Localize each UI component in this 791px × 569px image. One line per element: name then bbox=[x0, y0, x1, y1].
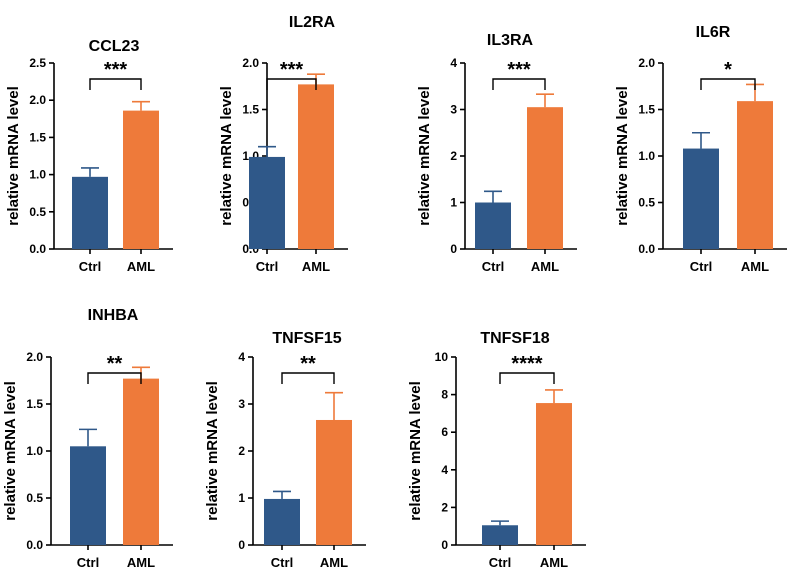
x-tick-label: Ctrl bbox=[690, 259, 712, 274]
bar-ctrl bbox=[475, 202, 511, 249]
y-tick-label: 2.0 bbox=[26, 350, 43, 364]
y-tick-label: 3 bbox=[450, 103, 457, 117]
x-tick-label: AML bbox=[531, 259, 559, 274]
significance-bracket bbox=[499, 372, 555, 384]
y-tick-label: 0.5 bbox=[638, 196, 655, 210]
x-tick-label: AML bbox=[320, 555, 348, 569]
x-tick-label: Ctrl bbox=[256, 259, 278, 274]
y-tick-label: 1.5 bbox=[29, 130, 46, 144]
x-tick-label: AML bbox=[127, 555, 155, 569]
y-tick-label: 1.0 bbox=[26, 444, 43, 458]
chart-title: IL6R bbox=[696, 24, 731, 41]
bar-aml bbox=[527, 107, 563, 249]
x-tick-label: AML bbox=[540, 555, 568, 569]
chart-inhba: INHBA relative mRNA level 0.0 0.5 1.0 1.5 2.0 C… bbox=[2, 307, 173, 569]
y-tick-label: 1.5 bbox=[26, 397, 43, 411]
x-tick-label: Ctrl bbox=[77, 555, 99, 569]
y-tick-label: 6 bbox=[441, 425, 448, 439]
x-tick-label: Ctrl bbox=[271, 555, 293, 569]
y-tick-label: 10 bbox=[435, 350, 449, 364]
bar-aml bbox=[316, 419, 352, 545]
y-tick-label: 0.0 bbox=[638, 242, 655, 256]
significance-label: *** bbox=[280, 59, 304, 81]
y-axis-label: relative mRNA level bbox=[407, 381, 424, 521]
y-axis-label: relative mRNA level bbox=[614, 86, 631, 226]
y-tick-label: 2 bbox=[450, 149, 457, 163]
y-axis-label: relative mRNA level bbox=[5, 86, 22, 226]
bar-ctrl bbox=[264, 498, 300, 545]
y-tick-label: 0 bbox=[238, 538, 245, 552]
y-tick-label: 0 bbox=[450, 242, 457, 256]
x-tick-label: Ctrl bbox=[482, 259, 504, 274]
y-tick-label: 2 bbox=[441, 500, 448, 514]
bar-aml bbox=[737, 101, 773, 249]
chart-tnfsf15: TNFSF15 relative mRNA level 0 1 2 3 4 Ctrl AML ** bbox=[204, 330, 366, 569]
significance-bracket bbox=[492, 78, 546, 90]
bar-ctrl bbox=[72, 176, 108, 249]
chart-il6r: IL6R relative mRNA level 0.0 0.5 1.0 1.5 2.0 Ct… bbox=[614, 24, 787, 274]
y-tick-label: 0.0 bbox=[26, 538, 43, 552]
significance-bracket bbox=[89, 78, 142, 90]
significance-bracket bbox=[700, 78, 756, 90]
y-tick-label: 8 bbox=[441, 388, 448, 402]
x-tick-label: Ctrl bbox=[79, 259, 101, 274]
significance-label: *** bbox=[104, 59, 128, 81]
bar-ctrl bbox=[70, 446, 106, 545]
chart-title: INHBA bbox=[88, 307, 139, 324]
bar-aml bbox=[536, 403, 572, 545]
chart-title: TNFSF15 bbox=[272, 330, 341, 347]
y-tick-label: 4 bbox=[450, 56, 457, 70]
x-tick-label: AML bbox=[741, 259, 769, 274]
y-tick-label: 2.0 bbox=[638, 56, 655, 70]
y-tick-label: 3 bbox=[238, 397, 245, 411]
bar-aml bbox=[123, 378, 159, 545]
significance-label: ** bbox=[107, 353, 123, 375]
y-tick-label: 1.5 bbox=[242, 103, 259, 117]
bar-ctrl bbox=[482, 525, 518, 545]
significance-bracket bbox=[281, 372, 335, 384]
chart-title: IL3RA bbox=[487, 32, 534, 49]
y-tick-label: 1.0 bbox=[638, 149, 655, 163]
chart-title: CCL23 bbox=[89, 38, 140, 55]
chart-ccl23: CCL23 relative mRNA level 0.0 0.5 1.0 1.5 2.0 2… bbox=[5, 38, 173, 274]
y-tick-label: 0.5 bbox=[29, 205, 46, 219]
y-tick-label: 1.5 bbox=[638, 103, 655, 117]
significance-label: * bbox=[724, 59, 732, 81]
y-tick-label: 2 bbox=[238, 444, 245, 458]
x-tick-label: AML bbox=[302, 259, 330, 274]
y-axis-label: relative mRNA level bbox=[416, 86, 433, 226]
chart-tnfsf18: TNFSF18 relative mRNA level 0 2 4 6 8 10 Ctrl AML… bbox=[407, 330, 586, 569]
x-tick-label: AML bbox=[127, 259, 155, 274]
y-tick-label: 4 bbox=[441, 463, 448, 477]
y-tick-label: 0.5 bbox=[26, 491, 43, 505]
bar-aml bbox=[123, 110, 159, 249]
y-tick-label: 1 bbox=[450, 196, 457, 210]
y-tick-label: 1.0 bbox=[29, 168, 46, 182]
chart-title: TNFSF18 bbox=[480, 330, 549, 347]
significance-label: ** bbox=[300, 353, 316, 375]
x-tick-label: Ctrl bbox=[489, 555, 511, 569]
y-tick-label: 2.0 bbox=[242, 56, 259, 70]
y-tick-label: 4 bbox=[238, 350, 245, 364]
y-tick-label: 2.0 bbox=[29, 93, 46, 107]
chart-title: IL2RA bbox=[289, 14, 336, 31]
significance-label: *** bbox=[507, 59, 531, 81]
bar-ctrl bbox=[249, 156, 285, 249]
significance-bracket bbox=[87, 372, 142, 384]
y-axis-label: relative mRNA level bbox=[218, 86, 235, 226]
significance-bracket bbox=[266, 78, 317, 90]
y-tick-label: 0 bbox=[441, 538, 448, 552]
y-tick-label: 0.0 bbox=[29, 242, 46, 256]
chart-il3ra: IL3RA relative mRNA level 0 1 2 3 4 Ctrl AML *** bbox=[416, 32, 577, 274]
y-tick-label: 1 bbox=[238, 491, 245, 505]
y-axis-label: relative mRNA level bbox=[2, 381, 19, 521]
y-axis-label: relative mRNA level bbox=[204, 381, 221, 521]
bar-ctrl bbox=[683, 148, 719, 249]
bar-aml bbox=[298, 84, 334, 249]
y-tick-label: 2.5 bbox=[29, 56, 46, 70]
significance-label: **** bbox=[511, 353, 542, 375]
